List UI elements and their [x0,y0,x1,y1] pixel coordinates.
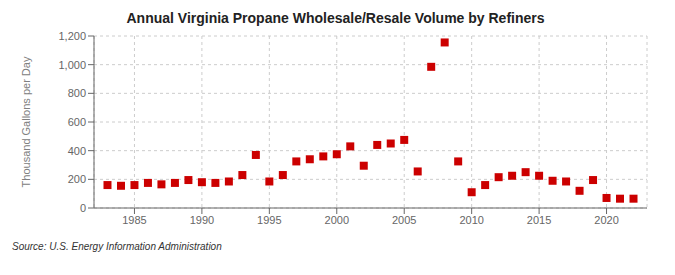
svg-text:800: 800 [68,87,86,99]
svg-text:1995: 1995 [257,214,281,226]
svg-text:1,000: 1,000 [58,59,86,71]
svg-text:400: 400 [68,145,86,157]
svg-text:2000: 2000 [325,214,349,226]
html-text:Source: U.S. Energy Informatio: Source: U.S. Energy Information Administ… [12,241,222,252]
svg-text:200: 200 [68,173,86,185]
svg-text:0: 0 [80,202,86,214]
svg-text:600: 600 [68,116,86,128]
svg-text:2005: 2005 [392,214,416,226]
svg-text:1,200: 1,200 [58,30,86,42]
svg-text:1990: 1990 [190,214,214,226]
svg-text:Thousand Gallons per Day: Thousand Gallons per Day [20,56,32,187]
svg-text:1985: 1985 [122,214,146,226]
html-text:Annual Virginia Propane Wholes: Annual Virginia Propane Wholesale/Resale… [126,10,545,26]
svg-text:2015: 2015 [527,214,551,226]
svg-text:2010: 2010 [459,214,483,226]
svg-text:2020: 2020 [594,214,618,226]
